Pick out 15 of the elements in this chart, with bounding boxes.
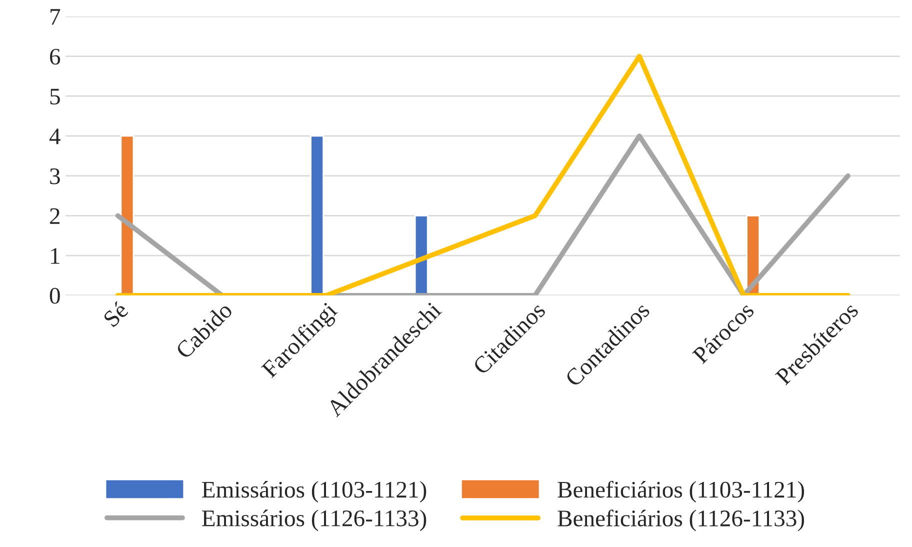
y-tick-label: 4: [49, 128, 60, 144]
y-tick-label: 0: [50, 288, 60, 304]
legend-label: Emissários (1103-1121): [202, 481, 426, 502]
y-tick-label: 7: [50, 9, 60, 25]
y-tick-label: 6: [50, 48, 60, 65]
y-tick-label: 1: [51, 248, 60, 264]
legend-label: Beneficiários (1126-1133): [558, 510, 804, 532]
line-series: [115, 54, 850, 296]
y-tick-label: 3: [50, 168, 60, 184]
legend-label: Beneficiários (1103-1121): [558, 480, 804, 502]
line-series: [115, 134, 850, 296]
x-tick-label: Sé: [102, 300, 129, 328]
y-tick-label: 5: [50, 88, 60, 105]
legend-label: Emissários (1126-1133): [202, 510, 426, 532]
y-tick-label: 2: [50, 208, 60, 224]
